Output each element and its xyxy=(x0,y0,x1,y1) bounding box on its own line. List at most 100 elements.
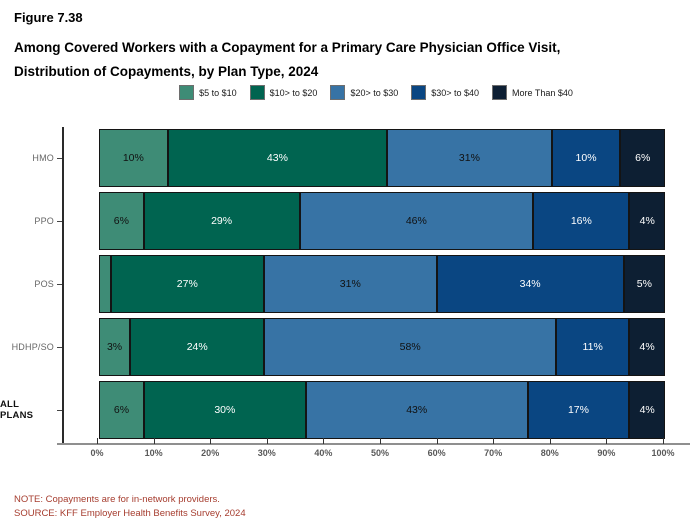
x-axis-tick-mark xyxy=(380,438,381,444)
y-axis-label: ALL PLANS xyxy=(0,381,62,439)
x-axis-tick-mark xyxy=(663,438,664,444)
bar-segment xyxy=(99,255,111,313)
figure-number-label: Figure 7.38 xyxy=(14,10,83,25)
bar-segment: 10% xyxy=(99,129,168,187)
bar-segment: 4% xyxy=(629,381,665,439)
legend-swatch-icon xyxy=(179,85,195,100)
bar-row: 10% 43% 31% 10% 6% xyxy=(99,129,665,187)
legend-item: $10> to $20 xyxy=(249,85,318,100)
x-axis-tick-label: 0% xyxy=(90,448,104,458)
x-axis-tick-label: 40% xyxy=(314,448,333,458)
bar-row: 27% 31% 34% 5% xyxy=(99,255,665,313)
legend-swatch-icon xyxy=(330,85,346,100)
x-axis-tick-mark xyxy=(549,438,551,444)
legend-item: $5 to $10 xyxy=(179,85,237,100)
legend-label: More Than $40 xyxy=(512,87,573,98)
bar-value-label: 16% xyxy=(570,215,592,227)
bar-value-label: 43% xyxy=(406,404,428,416)
bar-value-label: 34% xyxy=(519,278,541,290)
bar-value-label: 31% xyxy=(339,278,361,290)
bar-value-label: 5% xyxy=(636,278,652,290)
bar-value-label: 6% xyxy=(635,152,651,164)
bar-segment: 46% xyxy=(299,192,534,250)
bar-segment: 16% xyxy=(533,192,630,250)
bar-value-label: 4% xyxy=(639,404,655,416)
bar-segment: 3% xyxy=(99,318,131,376)
note-text: NOTE: Copayments are for in-network prov… xyxy=(14,494,220,505)
x-axis-tick-mark xyxy=(323,438,325,444)
legend-item: $30> to $40 xyxy=(411,85,479,100)
bar-segment: 11% xyxy=(556,318,630,376)
x-axis-line xyxy=(57,443,690,445)
legend-item: More Than $40 xyxy=(492,85,573,100)
x-axis-tick-label: 80% xyxy=(540,448,559,458)
x-axis-tick-label: 20% xyxy=(201,448,220,458)
bar-segment: 6% xyxy=(620,129,665,187)
x-axis-tick-mark xyxy=(153,438,155,444)
x-axis-tick-mark xyxy=(493,438,495,444)
bar-value-label: 29% xyxy=(211,215,233,227)
y-axis-labels: HMO PPO POS HDHP/SO ALL PLANS xyxy=(0,129,62,439)
bar-segment: 4% xyxy=(629,318,665,376)
bar-segment: 31% xyxy=(263,255,437,313)
x-axis-tick-mark xyxy=(266,438,268,444)
footnotes: NOTE: Copayments are for in-network prov… xyxy=(14,493,246,521)
bar-row: 6% 30% 43% 17% 4% xyxy=(99,381,665,439)
chart-title-line-2: Distribution of Copayments, by Plan Type… xyxy=(14,64,319,79)
legend-swatch-icon xyxy=(411,85,427,100)
bar-value-label: 30% xyxy=(214,404,236,416)
bar-value-label: 46% xyxy=(405,215,427,227)
bar-rows: 10% 43% 31% 10% 6% 6% 29% 46% 16% 4% 27% 31% 34% 5% 3%… xyxy=(99,129,665,439)
y-axis-label: HDHP/SO xyxy=(0,318,62,376)
bar-segment: 4% xyxy=(629,192,665,250)
plot-panel: 10% 43% 31% 10% 6% 6% 29% 46% 16% 4% 27% 31% 34% 5% 3%… xyxy=(62,127,690,444)
y-axis-label: PPO xyxy=(0,192,62,250)
x-axis-tick-mark xyxy=(97,438,98,444)
legend-item: $20> to $30 xyxy=(330,85,398,100)
bar-value-label: 17% xyxy=(567,404,589,416)
legend-label: $20> to $30 xyxy=(350,87,399,98)
bar-row: 6% 29% 46% 16% 4% xyxy=(99,192,665,250)
bar-row: 3% 24% 58% 11% 4% xyxy=(99,318,665,376)
bar-segment: 34% xyxy=(436,255,624,313)
bar-segment: 6% xyxy=(99,381,144,439)
bar-value-label: 4% xyxy=(639,215,655,227)
bar-segment: 6% xyxy=(99,192,144,250)
x-axis-tick-label: 70% xyxy=(484,448,503,458)
x-axis-tick-label: 30% xyxy=(257,448,276,458)
bar-value-label: 58% xyxy=(399,341,421,353)
source-text: SOURCE: KFF Employer Health Benefits Sur… xyxy=(14,508,246,519)
bar-segment: 17% xyxy=(527,381,630,439)
bar-value-label: 3% xyxy=(106,341,123,353)
legend-swatch-icon xyxy=(492,85,508,100)
legend-label: $30> to $40 xyxy=(431,87,480,98)
bar-segment: 43% xyxy=(167,129,388,187)
legend-label: $10> to $20 xyxy=(269,87,318,98)
y-axis-label: HMO xyxy=(0,129,62,187)
bar-segment: 43% xyxy=(305,381,528,439)
bar-value-label: 10% xyxy=(575,152,597,164)
bar-segment: 10% xyxy=(551,129,621,187)
x-axis-tick-label: 90% xyxy=(597,448,616,458)
chart-title-line-1: Among Covered Workers with a Copayment f… xyxy=(14,40,561,55)
bar-value-label: 43% xyxy=(266,152,288,164)
x-axis-tick-label: 50% xyxy=(370,448,390,458)
x-axis-tick-label: 100% xyxy=(651,448,675,458)
bar-value-label: 10% xyxy=(122,152,144,164)
bar-value-label: 6% xyxy=(113,215,129,227)
bar-segment: 5% xyxy=(623,255,665,313)
bar-segment: 30% xyxy=(143,381,306,439)
x-axis-tick-mark xyxy=(210,438,212,444)
bar-segment: 27% xyxy=(110,255,264,313)
bar-value-label: 31% xyxy=(458,152,480,164)
bar-segment: 24% xyxy=(130,318,265,376)
legend-swatch-icon xyxy=(249,85,265,100)
x-axis-tick-label: 60% xyxy=(427,448,446,458)
bar-segment: 58% xyxy=(264,318,557,376)
legend-label: $5 to $10 xyxy=(199,87,237,98)
x-axis-tick-mark xyxy=(606,438,608,444)
bar-value-label: 4% xyxy=(639,341,655,353)
x-axis-tick-mark xyxy=(436,438,438,444)
chart-header: Figure 7.38 Among Covered Workers with a… xyxy=(14,10,684,84)
y-axis-label: POS xyxy=(0,255,62,313)
